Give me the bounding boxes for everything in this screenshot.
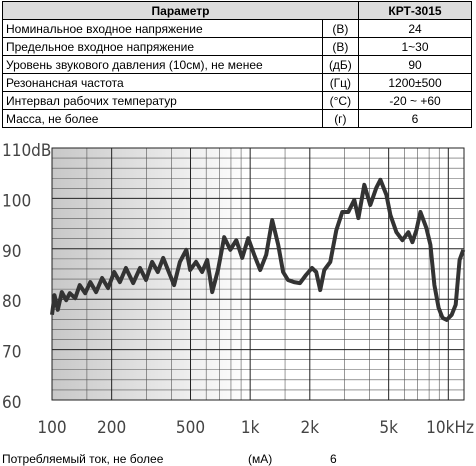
param-name: Предельное входное напряжение <box>2 37 323 56</box>
y-tick-label: 80 <box>2 292 21 312</box>
response-line <box>50 177 466 322</box>
table-row: Масса, не более (г) 6 <box>2 109 472 128</box>
footer-unit: (мА) <box>248 452 273 466</box>
param-unit: (г) <box>321 109 360 128</box>
plot-frame <box>51 147 465 401</box>
x-tick-label: 2k <box>301 418 320 438</box>
table-row: Предельное входное напряжение (В) 1~30 <box>2 37 472 56</box>
param-value: 6 <box>358 109 472 128</box>
param-name: Номинальное входное напряжение <box>2 19 323 38</box>
param-name: Масса, не более <box>2 109 323 128</box>
param-name: Уровень звукового давления (10см), не ме… <box>2 55 323 74</box>
header-row: Параметр КРТ-3015 <box>2 1 472 20</box>
y-tick-label: 70 <box>2 343 21 363</box>
param-value: 1~30 <box>358 37 472 56</box>
param-unit: (°С) <box>321 91 360 110</box>
y-tick-label: 60 <box>2 393 21 413</box>
table-body: Номинальное входное напряжение (В) 24 Преде… <box>2 19 472 128</box>
x-tick-label: 200 <box>97 418 126 438</box>
header-cell: Параметр <box>2 1 359 20</box>
footer-value: 6 <box>330 452 337 466</box>
shading <box>52 148 251 400</box>
y-tick-label: 90 <box>2 242 21 262</box>
x-tick-label: 1k <box>241 418 260 438</box>
param-value: -20 ~ +60 <box>358 91 472 110</box>
header-cell: КРТ-3015 <box>358 1 472 20</box>
spec-table: Параметр КРТ-3015 Номинальное входное на… <box>2 1 472 128</box>
table-row: Уровень звукового давления (10см), не ме… <box>2 55 472 74</box>
param-value: 90 <box>358 55 472 74</box>
param-unit: (В) <box>321 19 360 38</box>
y-tick-label: 100 <box>2 191 31 211</box>
plot: 60 70 80 90 100 110dB 100 200 500 1k 2k 5k 10kHz <box>2 141 474 438</box>
x-tick-label: 10kHz <box>426 418 474 438</box>
param-unit: (дБ) <box>321 55 360 74</box>
x-tick-label: 500 <box>176 418 205 438</box>
table-row: Интервал рабочих температур (°С) -20 ~ +60 <box>2 91 472 110</box>
y-tick-label: 110dB <box>2 141 51 161</box>
param-value: 1200±500 <box>358 73 472 92</box>
table-row: Номинальное входное напряжение (В) 24 <box>2 19 472 38</box>
x-tick-label: 100 <box>37 418 66 438</box>
param-name: Интервал рабочих температур <box>2 91 323 110</box>
param-name: Резонансная частота <box>2 73 323 92</box>
param-unit: (Гц) <box>321 73 360 92</box>
param-unit: (В) <box>321 37 360 56</box>
table-row: Резонансная частота (Гц) 1200±500 <box>2 73 472 92</box>
param-value: 24 <box>358 19 472 38</box>
footer-label: Потребляемый ток, не более <box>2 452 164 466</box>
x-tick-label: 5k <box>379 418 398 438</box>
chart: 60 70 80 90 100 110dB 100 200 500 1k 2k 5k 10kHz <box>2 141 474 438</box>
